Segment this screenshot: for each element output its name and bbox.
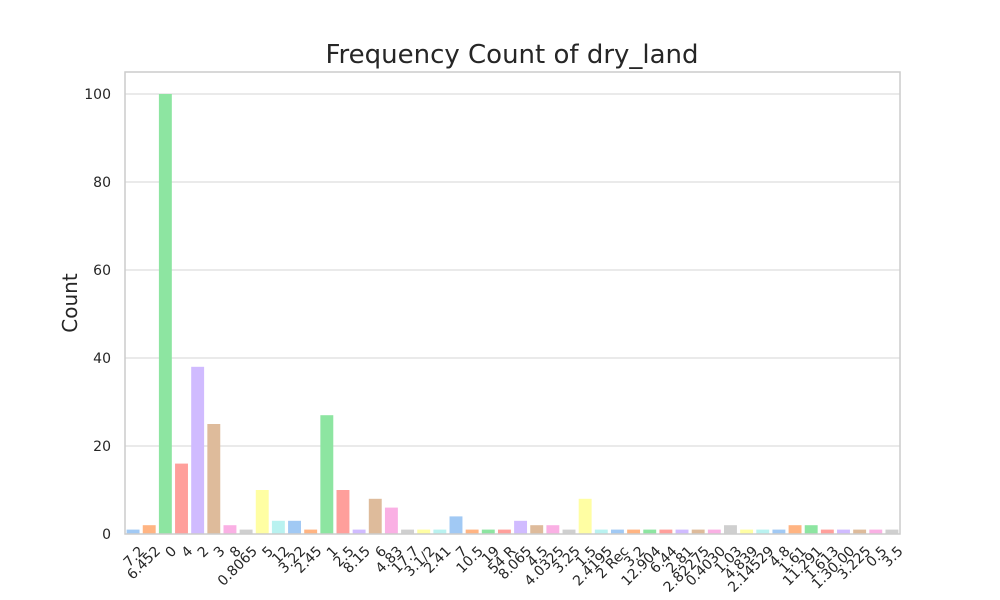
bar — [191, 366, 205, 534]
chart-title: Frequency Count of dry_land — [325, 40, 698, 70]
bar — [384, 507, 398, 534]
bar — [497, 529, 511, 534]
bar — [142, 525, 156, 534]
bar — [675, 529, 689, 534]
bar — [788, 525, 802, 534]
bar — [433, 529, 447, 534]
bar — [514, 520, 528, 534]
y-tick-label: 80 — [93, 175, 111, 191]
bar — [740, 529, 754, 534]
x-tick-label: 2 — [195, 543, 213, 561]
bar — [401, 529, 415, 534]
bar — [853, 529, 867, 534]
x-tick-label: 3.5 — [880, 543, 907, 570]
bars — [126, 94, 899, 534]
bar — [126, 529, 140, 534]
bar — [885, 529, 899, 534]
bar — [449, 516, 463, 534]
bar — [756, 529, 770, 534]
bar — [352, 529, 366, 534]
bar — [546, 525, 560, 534]
bar — [465, 529, 479, 534]
plot-frame — [124, 71, 901, 535]
bar — [320, 415, 334, 534]
bar — [207, 424, 221, 534]
x-tick-label: 0 — [162, 543, 180, 561]
x-axis-ticks: 7.26.452042380.80655123.222.4512.58.1564… — [121, 543, 907, 595]
bar — [175, 463, 188, 534]
bar — [417, 529, 431, 534]
x-tick-label: 3 — [211, 543, 229, 561]
bar — [659, 529, 673, 534]
y-tick-label: 40 — [93, 351, 111, 367]
bar — [869, 529, 883, 534]
bar — [578, 498, 592, 534]
bar — [336, 490, 350, 534]
grid-lines — [125, 93, 900, 447]
y-axis-label: Count — [58, 273, 82, 333]
x-tick-label: 4 — [179, 543, 197, 561]
bar — [255, 490, 269, 534]
y-tick-label: 100 — [84, 87, 111, 103]
bar — [772, 529, 786, 534]
y-tick-label: 0 — [102, 527, 111, 543]
bar — [804, 525, 818, 534]
bar — [530, 525, 544, 534]
bar — [304, 529, 318, 534]
y-tick-label: 20 — [93, 439, 111, 455]
bar — [610, 529, 624, 534]
bar — [271, 520, 285, 534]
bar — [820, 529, 834, 534]
bar — [707, 529, 721, 534]
bar — [691, 529, 705, 534]
bar — [481, 529, 495, 534]
bar — [837, 529, 850, 534]
bar — [643, 529, 657, 534]
bar — [239, 529, 253, 534]
y-tick-label: 60 — [93, 263, 111, 279]
bar — [223, 525, 237, 534]
y-axis-ticks: 0 20 40 60 80 100 — [84, 87, 111, 543]
bar — [724, 525, 737, 534]
bar — [627, 529, 641, 534]
bar — [368, 498, 382, 534]
bar — [562, 529, 576, 534]
bar — [594, 529, 608, 534]
bar — [158, 94, 172, 534]
bar — [288, 520, 301, 534]
